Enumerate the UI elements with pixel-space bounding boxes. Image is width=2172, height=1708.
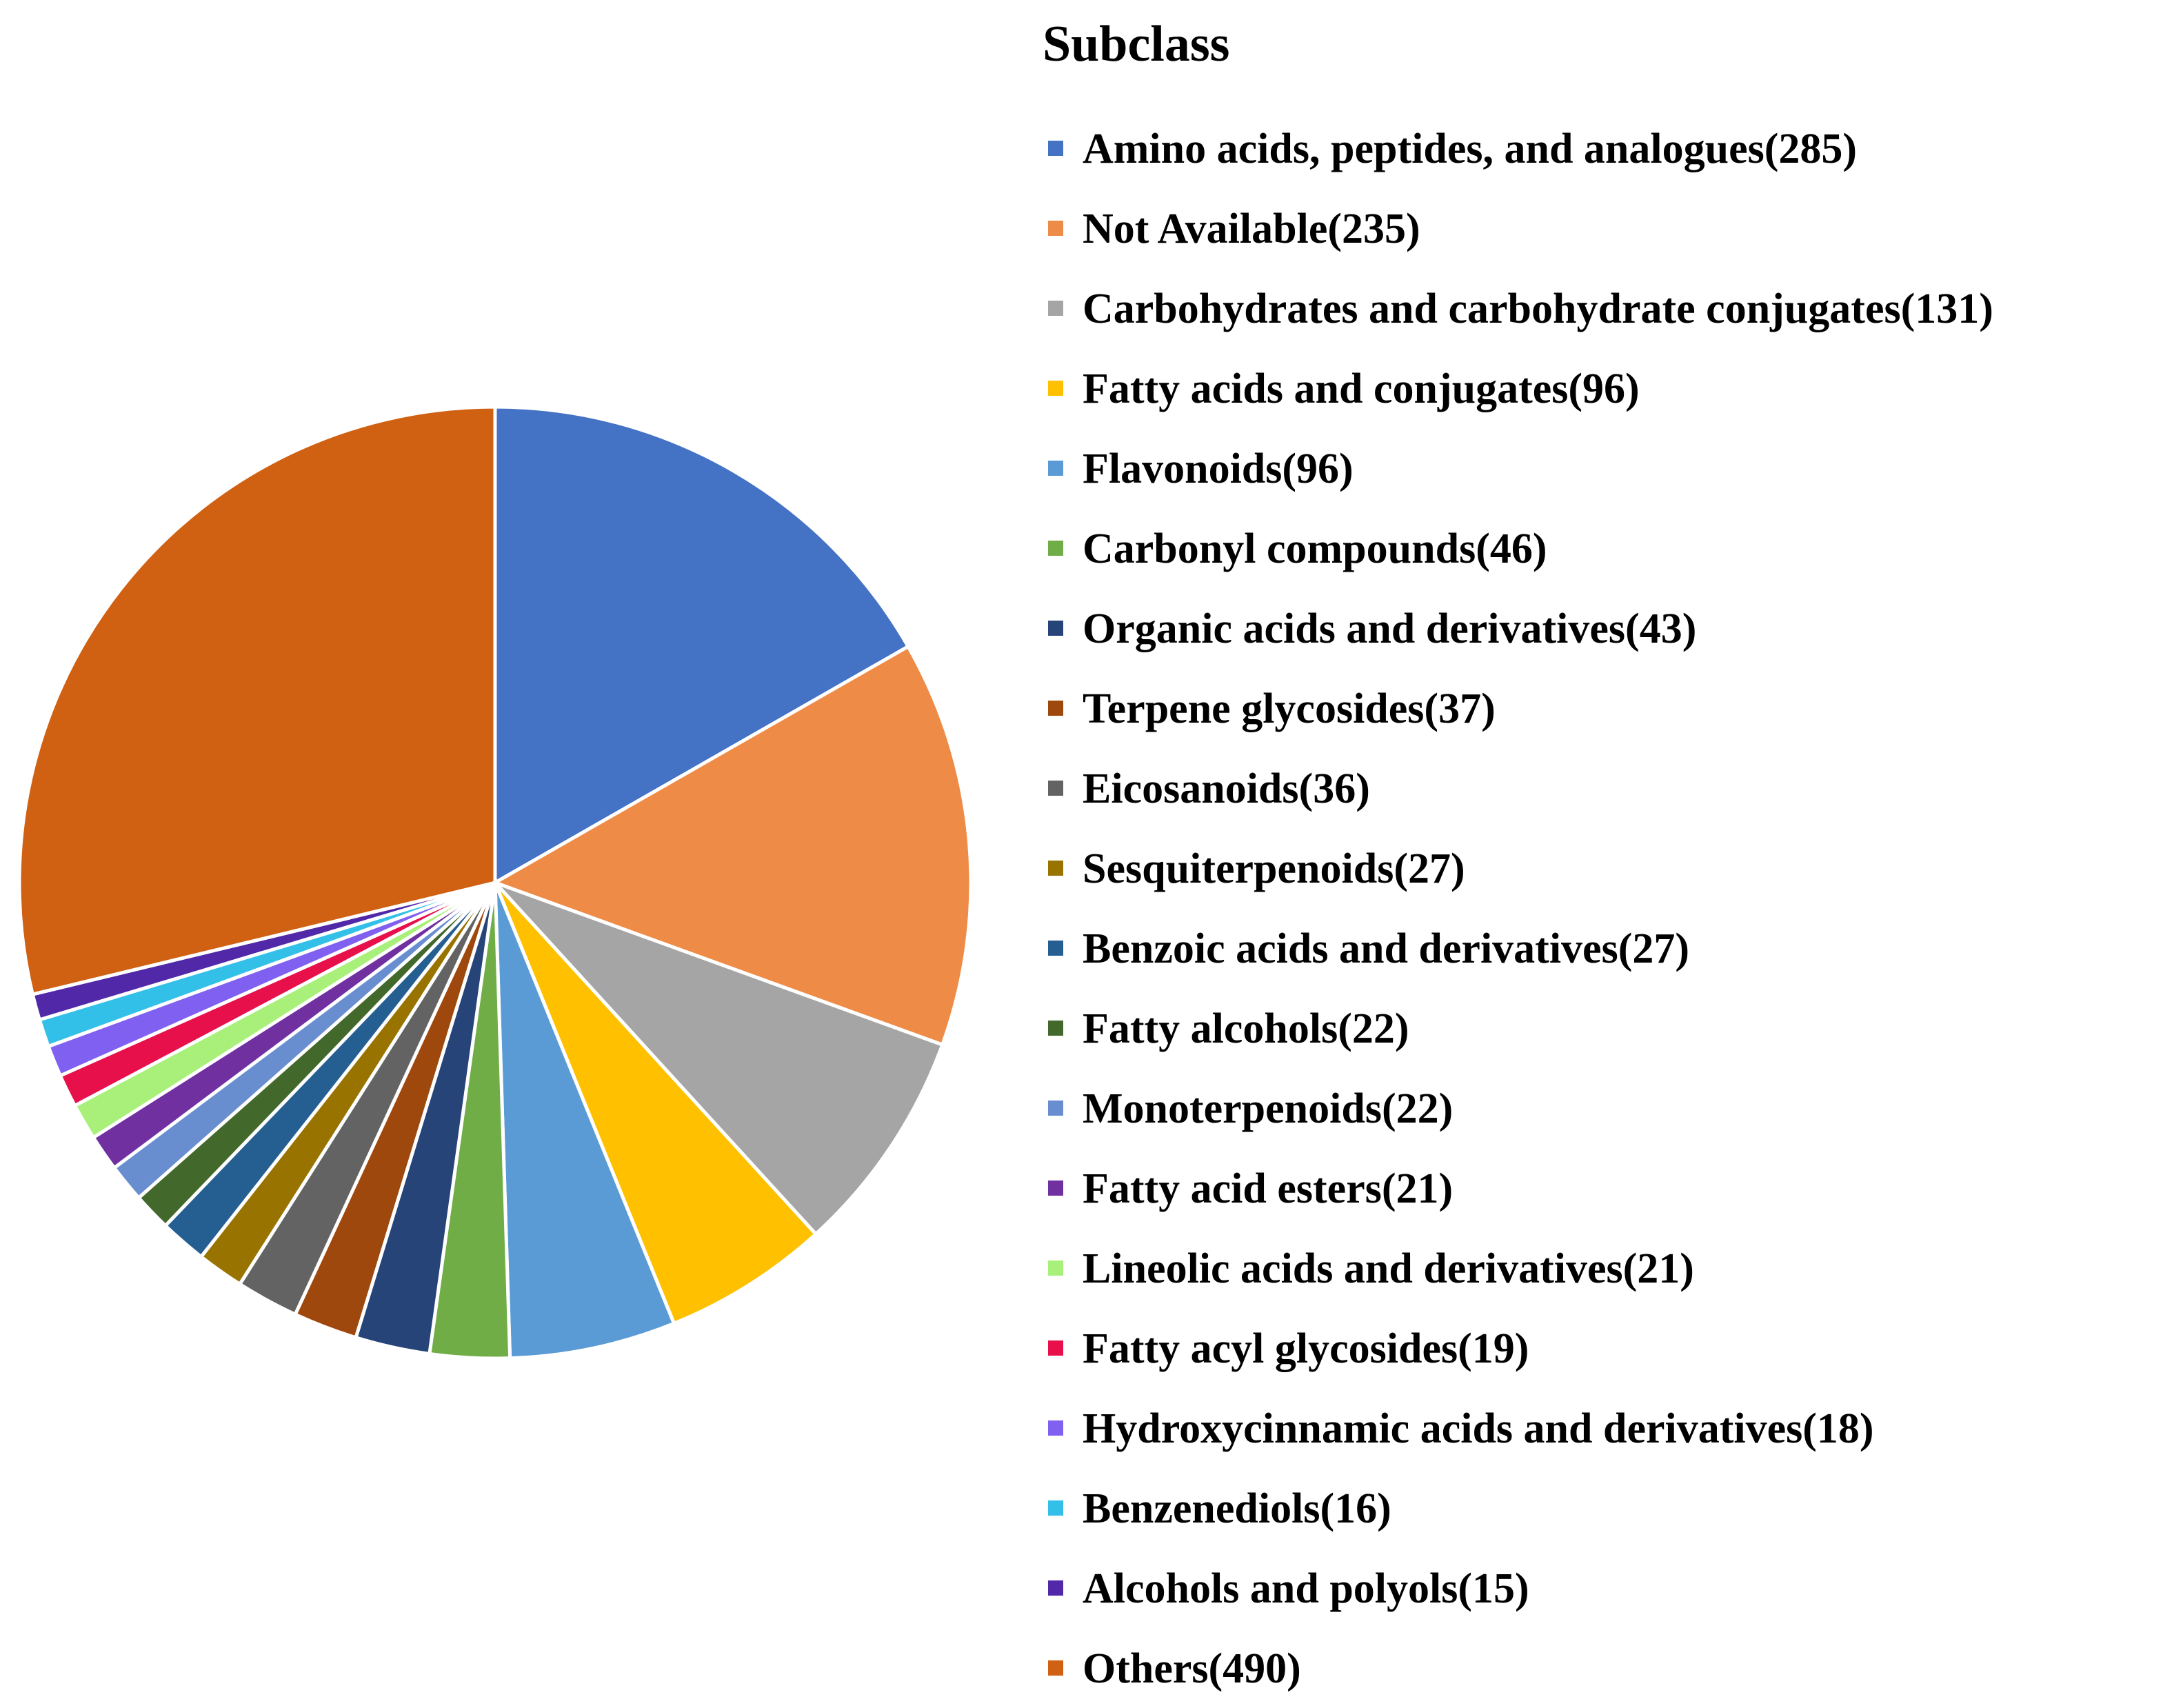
legend-swatch: [1048, 381, 1063, 396]
legend-title: Subclass: [1043, 16, 1229, 72]
legend-item: Eicosanoids(36): [1048, 765, 1370, 812]
legend-label: Hydroxycinnamic acids and derivatives(18…: [1083, 1405, 1874, 1452]
legend-item: Organic acids and derivatives(43): [1048, 605, 1696, 652]
legend-swatch: [1048, 221, 1063, 236]
legend-label: Fatty acyl glycosides(19): [1083, 1325, 1529, 1372]
legend-items: Amino acids, peptides, and analogues(285…: [1048, 125, 1993, 1692]
legend-swatch: [1048, 1420, 1063, 1436]
legend-swatch: [1048, 1500, 1063, 1516]
legend-label: Organic acids and derivatives(43): [1083, 605, 1696, 652]
legend-swatch: [1048, 1660, 1063, 1676]
legend-label: Monoterpenoids(22): [1083, 1085, 1453, 1132]
legend-item: Lineolic acids and derivatives(21): [1048, 1245, 1694, 1292]
legend-label: Lineolic acids and derivatives(21): [1083, 1245, 1694, 1292]
legend-label: Flavonoids(96): [1083, 445, 1354, 492]
legend-label: Others(490): [1083, 1645, 1301, 1692]
legend-label: Alcohols and polyols(15): [1083, 1565, 1529, 1612]
legend-item: Others(490): [1048, 1645, 1301, 1692]
legend-item: Benzenediols(16): [1048, 1485, 1391, 1532]
legend-label: Amino acids, peptides, and analogues(285…: [1083, 125, 1857, 172]
legend: Subclass Amino acids, peptides, and anal…: [1043, 16, 1993, 1692]
legend-label: Eicosanoids(36): [1083, 765, 1370, 812]
pie-slice-flavonoids: [493, 881, 676, 1360]
legend-item: Not Available(235): [1048, 205, 1420, 252]
pie-slice-others: [17, 405, 497, 996]
legend-item: Carbonyl compounds(46): [1048, 525, 1547, 572]
legend-swatch: [1048, 461, 1063, 476]
legend-item: Flavonoids(96): [1048, 445, 1354, 492]
legend-item: Alcohols and polyols(15): [1048, 1565, 1529, 1612]
legend-swatch: [1048, 941, 1063, 956]
legend-label: Not Available(235): [1083, 205, 1420, 252]
legend-item: Fatty alcohols(22): [1048, 1005, 1409, 1052]
legend-swatch: [1048, 141, 1063, 156]
legend-swatch: [1048, 541, 1063, 556]
legend-item: Hydroxycinnamic acids and derivatives(18…: [1048, 1405, 1874, 1452]
legend-swatch: [1048, 1101, 1063, 1116]
legend-item: Terpene glycosides(37): [1048, 685, 1496, 732]
pie-slice-carbohydrates-and-carbohydrate-conjugates: [493, 881, 945, 1236]
legend-item: Carbohydrates and carbohydrate conjugate…: [1048, 285, 1993, 332]
legend-item: Amino acids, peptides, and analogues(285…: [1048, 125, 1857, 172]
legend-label: Benzoic acids and derivatives(27): [1083, 925, 1689, 972]
legend-item: Fatty acyl glycosides(19): [1048, 1325, 1529, 1372]
legend-swatch: [1048, 1580, 1063, 1596]
legend-item: Benzoic acids and derivatives(27): [1048, 925, 1689, 972]
pie-plot-area: [17, 405, 973, 1360]
legend-item: Fatty acids and conjugates(96): [1048, 365, 1640, 412]
legend-swatch: [1048, 1340, 1063, 1356]
pie-slice-not-available: [493, 645, 973, 1047]
pie-slice-fatty-acids-and-conjugates: [493, 881, 818, 1325]
legend-label: Fatty alcohols(22): [1083, 1005, 1409, 1052]
legend-swatch: [1048, 701, 1063, 716]
legend-label: Carbohydrates and carbohydrate conjugate…: [1083, 285, 1993, 332]
legend-item: Monoterpenoids(22): [1048, 1085, 1453, 1132]
legend-swatch: [1048, 781, 1063, 796]
legend-swatch: [1048, 1021, 1063, 1036]
legend-item: Fatty acid esters(21): [1048, 1165, 1453, 1212]
legend-swatch: [1048, 1180, 1063, 1196]
legend-label: Benzenediols(16): [1083, 1485, 1391, 1532]
legend-label: Fatty acid esters(21): [1083, 1165, 1453, 1212]
legend-label: Carbonyl compounds(46): [1083, 525, 1547, 572]
legend-label: Terpene glycosides(37): [1083, 685, 1496, 732]
legend-swatch: [1048, 861, 1063, 876]
pie-slice-amino-acids-peptides-and-analogues: [493, 405, 910, 885]
legend-swatch: [1048, 1260, 1063, 1276]
legend-label: Sesquiterpenoids(27): [1083, 845, 1465, 892]
legend-item: Sesquiterpenoids(27): [1048, 845, 1465, 892]
legend-swatch: [1048, 621, 1063, 636]
legend-swatch: [1048, 301, 1063, 316]
legend-label: Fatty acids and conjugates(96): [1083, 365, 1640, 412]
